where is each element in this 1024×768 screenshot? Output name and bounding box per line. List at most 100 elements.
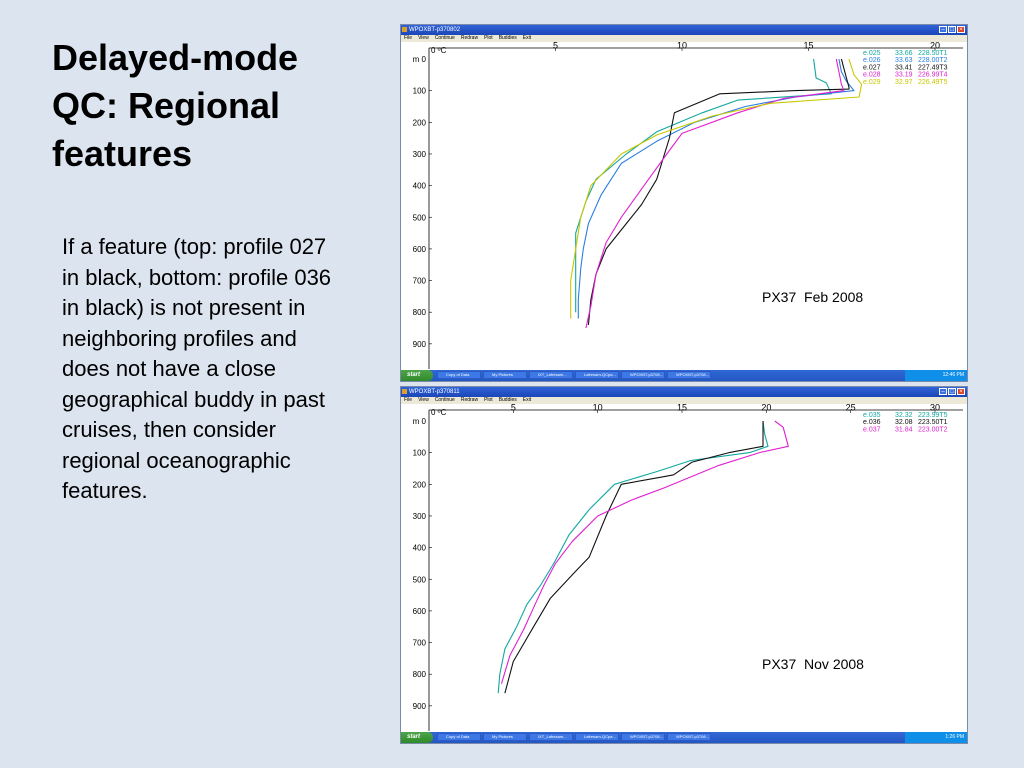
x-tick-label: 15	[677, 404, 687, 413]
profile-line-e-025	[575, 58, 832, 313]
slide-title-line: Delayed-mode	[52, 37, 299, 78]
y-tick-label: 200	[413, 480, 427, 489]
slide-body-text: If a feature (top: profile 027 in black,…	[62, 234, 332, 503]
y-tick-label: 100	[413, 87, 427, 96]
y-tick-label: 500	[413, 213, 427, 222]
legend-entry: e.037 31.84 223.00T2	[863, 426, 948, 433]
taskbar-item[interactable]: IXT_Lafresam...	[529, 371, 573, 379]
taskbar-item[interactable]: WPOXBT-p3708...	[667, 371, 711, 379]
legend-entry: e.026 33.63 228.00T2	[863, 57, 948, 64]
x-axis-unit: 0 ºC	[431, 408, 447, 417]
x-tick-label: 5	[553, 42, 558, 51]
temperature-depth-plot: 0 ºC 5 10 15 20 m 0 100 200 300 400 500 600 700 800 90…	[413, 42, 963, 369]
taskbar-item[interactable]: IXT_Lafresam...	[529, 733, 573, 741]
taskbar: start Copy of Data My Pictures IXT_Lafre…	[401, 370, 967, 381]
menu-buddies[interactable]: Buddies	[498, 397, 517, 403]
taskbar-item[interactable]: WPOXBT-p3708...	[667, 733, 711, 741]
menu-redraw[interactable]: Redraw	[460, 397, 479, 403]
profile-line-e-026	[577, 58, 855, 319]
menu-buddies[interactable]: Buddies	[498, 35, 517, 41]
x-tick-label: 20	[761, 404, 771, 413]
screenshot-feb-2008: WPOXBT-p370802 – □ × File View Continue Red…	[400, 24, 968, 382]
taskbar-item[interactable]: WPOXBT-p3708...	[621, 371, 665, 379]
menu-exit[interactable]: Exit	[522, 397, 532, 403]
x-tick-label: 10	[593, 404, 603, 413]
legend-entry: e.027 33.41 227.49T3	[863, 64, 948, 71]
taskbar-item[interactable]: Lafresam-QCpa...	[575, 371, 619, 379]
app-icon	[402, 27, 407, 32]
temperature-depth-plot: 0 ºC 5 10 15 20 25 30 m 0 100 200 300 400 500 600 700 8…	[413, 404, 963, 731]
plot-caption: PX37 Nov 2008	[762, 656, 864, 672]
window-title: WPOXBT-p370802	[409, 27, 461, 33]
x-tick-label: 10	[677, 42, 687, 51]
window-title: WPOXBT-p370811	[409, 389, 460, 395]
menu-continue[interactable]: Continue	[434, 35, 455, 41]
system-tray-clock: 1:26 PM	[905, 732, 967, 743]
menu-plot[interactable]: Plot	[484, 35, 493, 41]
y-tick-label: 600	[413, 607, 427, 616]
taskbar-item[interactable]: My Pictures	[483, 371, 527, 379]
app-icon	[402, 389, 407, 394]
legend-entry: e.025 33.66 228.50T1	[863, 50, 948, 57]
y-tick-label: 500	[413, 575, 427, 584]
y-tick-label: 800	[413, 670, 427, 679]
taskbar-item[interactable]: Copy of Data	[437, 733, 481, 741]
y-tick-label: 100	[413, 449, 427, 458]
legend-entry: e.029 32.97 226.49T5	[863, 79, 948, 86]
y-tick-label: 900	[413, 702, 427, 711]
slide-title-line: QC: Regional	[52, 85, 281, 126]
menu-file[interactable]: File	[404, 397, 413, 403]
legend-entry: e.036 32.08 223.50T1	[863, 419, 948, 426]
menu-file[interactable]: File	[404, 35, 413, 41]
close-icon[interactable]: ×	[957, 26, 965, 33]
profile-line-e-028	[585, 58, 845, 329]
y-tick-label: 900	[413, 340, 427, 349]
y-tick-label: 700	[413, 639, 427, 648]
slide-title: Delayed-mode QC: Regional features	[52, 34, 352, 178]
taskbar-item[interactable]: My Pictures	[483, 733, 527, 741]
window-titlebar[interactable]: WPOXBT-p370802 – □ ×	[401, 25, 967, 35]
x-tick-label: 15	[803, 42, 813, 51]
profile-line-e-037	[500, 420, 789, 684]
y-tick-label: 300	[413, 512, 427, 521]
plot-caption: PX37 Feb 2008	[762, 289, 864, 305]
x-tick-label: 5	[511, 404, 516, 413]
start-button[interactable]: start	[401, 732, 433, 743]
menu-plot[interactable]: Plot	[484, 397, 493, 403]
menu-view[interactable]: View	[418, 35, 429, 41]
taskbar: start Copy of Data My Pictures IXT_Lafre…	[401, 732, 967, 743]
system-tray-clock: 12:46 PM	[905, 370, 967, 381]
y-tick-label: 600	[413, 245, 427, 254]
slide-title-line: features	[52, 133, 193, 174]
menu-exit[interactable]: Exit	[522, 35, 532, 41]
x-tick-label: 30	[930, 404, 940, 413]
minimize-icon[interactable]: –	[939, 388, 947, 395]
y-axis-unit: m 0	[413, 417, 427, 426]
minimize-icon[interactable]: –	[939, 26, 947, 33]
x-tick-label: 20	[930, 42, 940, 51]
menu-continue[interactable]: Continue	[434, 397, 455, 403]
menu-bar: File View Continue Redraw Plot Buddies Exit	[401, 397, 967, 404]
close-icon[interactable]: ×	[957, 388, 965, 395]
menu-bar: File View Continue Redraw Plot Buddies Exit	[401, 35, 967, 42]
y-axis-unit: m 0	[413, 55, 427, 64]
menu-view[interactable]: View	[418, 397, 429, 403]
taskbar-item[interactable]: WPOXBT-p3708...	[621, 733, 665, 741]
y-tick-label: 300	[413, 150, 427, 159]
profile-line-e-036	[504, 421, 764, 694]
start-button[interactable]: start	[401, 370, 433, 381]
legend-entry: e.035 32.32 223.99T5	[863, 412, 948, 419]
profile-line-e-027	[587, 58, 850, 325]
taskbar-item[interactable]: Lafresam-QCpa...	[575, 733, 619, 741]
taskbar-item[interactable]: Copy of Data	[437, 371, 481, 379]
maximize-icon[interactable]: □	[948, 388, 956, 395]
window-titlebar[interactable]: WPOXBT-p370811 – □ ×	[401, 387, 967, 397]
menu-redraw[interactable]: Redraw	[460, 35, 479, 41]
screenshot-nov-2008: WPOXBT-p370811 – □ × File View Continue Red…	[400, 386, 968, 744]
maximize-icon[interactable]: □	[948, 26, 956, 33]
x-axis-unit: 0 ºC	[431, 46, 447, 55]
profile-line-e-029	[570, 58, 863, 319]
y-tick-label: 200	[413, 118, 427, 127]
x-tick-label: 25	[846, 404, 856, 413]
profile-line-e-035	[497, 420, 769, 694]
